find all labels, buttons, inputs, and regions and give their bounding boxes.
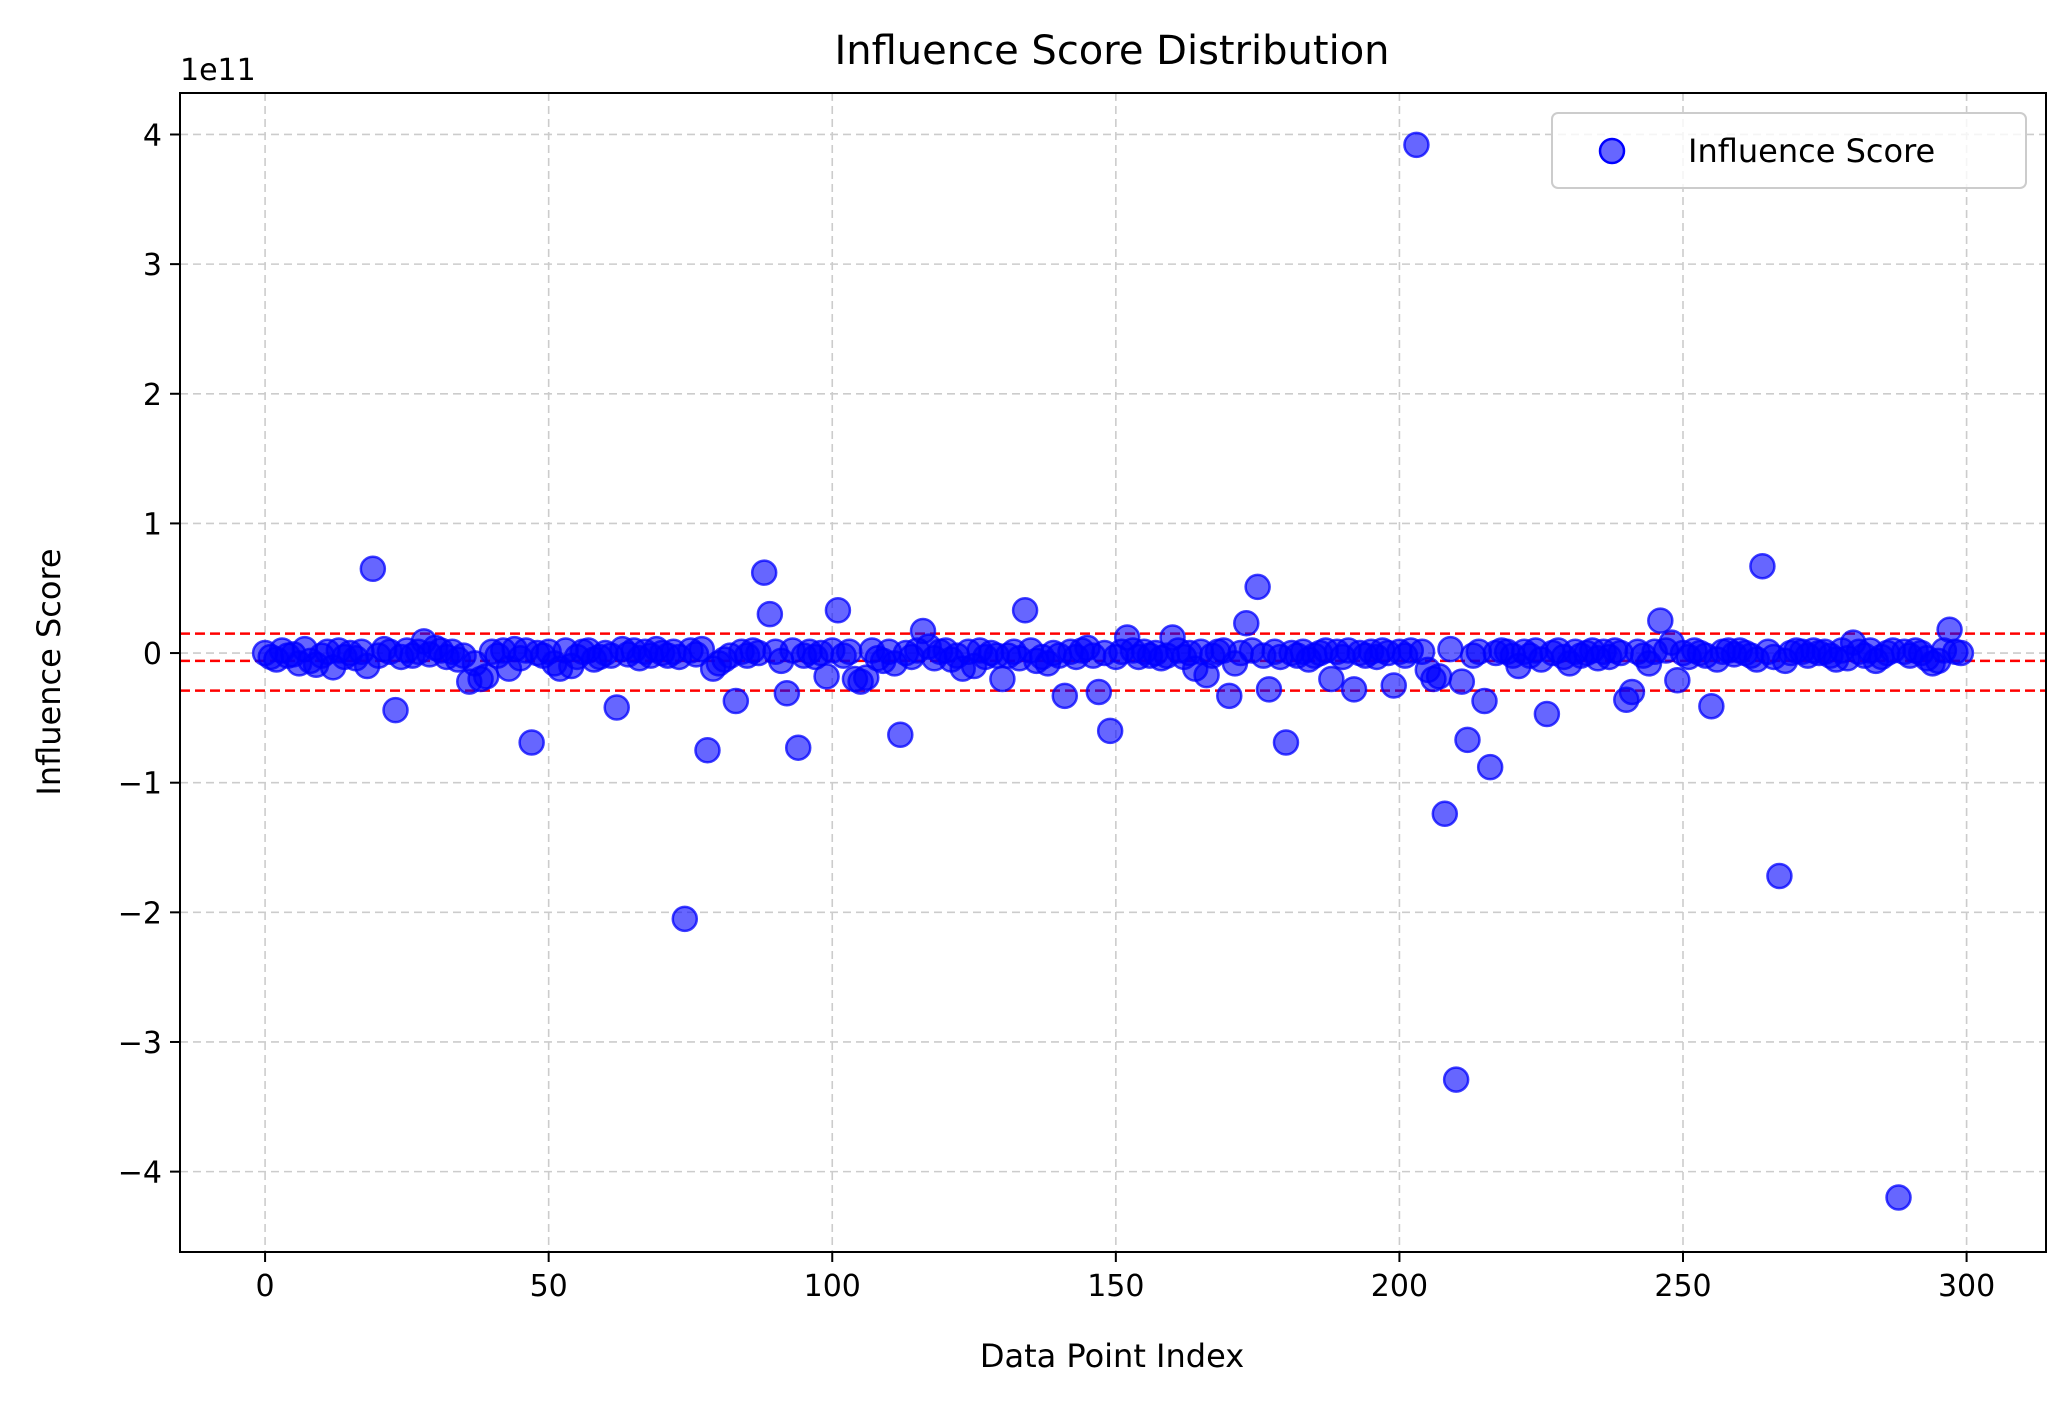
data-point [1664,667,1691,694]
data-point [1533,700,1561,728]
data-point [989,665,1016,693]
data-point [722,687,750,715]
data-point [1051,682,1079,710]
data-point [518,729,545,756]
y-tick-label: 1 [143,507,162,542]
x-tick-label: 100 [804,1269,861,1304]
x-tick-label: 50 [530,1269,568,1304]
data-point [813,663,840,690]
y-tick-label: 0 [143,637,162,672]
y-tick-label: −1 [118,767,162,802]
data-point [382,696,409,724]
x-tick-label: 0 [256,1269,275,1304]
data-point [1272,729,1300,756]
legend-label: Influence Score [1688,132,1935,170]
data-point [750,559,778,586]
data-point [688,635,716,663]
data-point [824,597,852,624]
legend-marker [1598,137,1626,165]
data-point [1618,678,1646,706]
data-point [1442,1066,1470,1093]
data-point [784,734,812,761]
data-point [1947,639,1975,667]
data-point [1476,753,1504,781]
y-tick-label: −2 [118,896,162,931]
x-tick-label: 300 [1938,1269,1995,1304]
y-tick-label: 3 [143,248,162,283]
data-point [1096,717,1124,745]
data-point [1431,800,1459,828]
data-point [1454,726,1481,754]
legend-box [1551,112,2027,189]
y-axis-ticks: −4 −3 −2 −1 0 1 2 3 4 [118,118,180,1191]
y-tick-label: −4 [118,1156,162,1191]
data-point [756,600,784,628]
data-point [359,555,387,583]
data-point [836,638,863,666]
x-axis-ticks: 0 50 100 150 200 250 300 [256,1252,1995,1304]
data-point [1216,682,1243,710]
data-point [1437,635,1464,663]
data-point [1749,552,1776,580]
x-tick-label: 200 [1371,1269,1428,1304]
data-point [671,905,699,933]
data-point [1471,687,1498,715]
data-point [1698,692,1725,720]
data-point [1085,678,1113,706]
data-point [1244,573,1271,601]
y-axis-offset-text: 1e11 [180,53,256,88]
data-point [1340,676,1368,703]
data-point [1255,676,1283,703]
data-point [1233,609,1260,637]
data-point [1318,665,1345,693]
x-tick-label: 150 [1087,1269,1144,1304]
data-point [1936,616,1963,643]
data-point [773,679,801,707]
x-tick-label: 250 [1654,1269,1711,1304]
data-point [1425,663,1453,690]
chart-title: Influence Score Distribution [834,28,1389,74]
legend: Influence Score [1551,112,2027,189]
data-point [1011,597,1039,624]
y-tick-label: −3 [118,1026,162,1061]
plot-frame [179,92,2047,1253]
data-point [853,664,880,691]
y-tick-label: 2 [143,378,162,413]
data-point [603,694,630,721]
x-axis-label: Data Point Index [980,1337,1244,1375]
data-point [1647,607,1674,634]
y-axis-label: Influence Score [30,548,68,795]
data-point [1448,668,1476,695]
data-point [1380,672,1408,699]
data-point [1403,131,1430,159]
data-point [887,721,914,748]
data-points [251,131,1975,1211]
y-tick-label: 4 [143,118,162,153]
data-point [1766,862,1793,890]
data-point [694,737,721,764]
data-point [1885,1184,1912,1211]
